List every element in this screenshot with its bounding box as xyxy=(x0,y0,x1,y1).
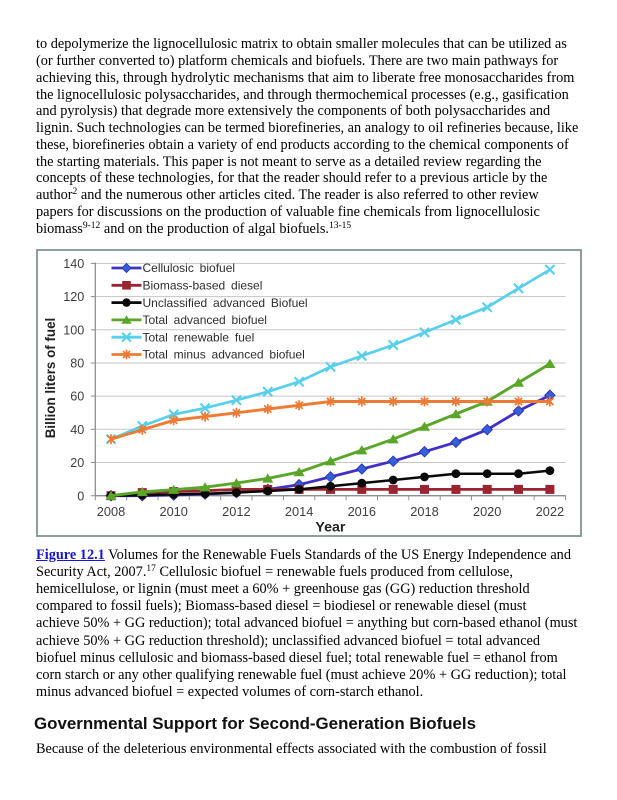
svg-text:120: 120 xyxy=(63,290,84,304)
svg-text:2018: 2018 xyxy=(410,504,438,519)
svg-text:40: 40 xyxy=(70,423,84,437)
svg-text:Year: Year xyxy=(315,520,345,536)
svg-text:2016: 2016 xyxy=(348,504,376,519)
svg-text:2014: 2014 xyxy=(285,504,313,519)
svg-text:20: 20 xyxy=(70,456,84,470)
svg-text:140: 140 xyxy=(63,257,84,271)
svg-text:2020: 2020 xyxy=(473,504,501,519)
svg-text:2022: 2022 xyxy=(536,504,564,519)
svg-text:2008: 2008 xyxy=(97,504,125,519)
svg-text:2012: 2012 xyxy=(222,504,250,519)
svg-text:Cellulosic biofuel: Cellulosic biofuel xyxy=(143,261,236,275)
svg-text:Total renewable fuel: Total renewable fuel xyxy=(143,330,255,344)
svg-text:Unclassified advanced Biofuel: Unclassified advanced Biofuel xyxy=(143,296,308,310)
svg-text:Biomass-based diesel: Biomass-based diesel xyxy=(143,279,263,293)
svg-text:80: 80 xyxy=(70,357,84,371)
svg-text:Total minus advanced biofuel: Total minus advanced biofuel xyxy=(143,348,305,362)
svg-text:2010: 2010 xyxy=(159,504,187,519)
svg-text:60: 60 xyxy=(70,390,84,404)
svg-text:0: 0 xyxy=(77,489,84,503)
svg-text:100: 100 xyxy=(63,323,84,337)
svg-text:Billion liters of fuel: Billion liters of fuel xyxy=(43,318,58,439)
svg-text:Total advanced biofuel: Total advanced biofuel xyxy=(143,313,267,327)
